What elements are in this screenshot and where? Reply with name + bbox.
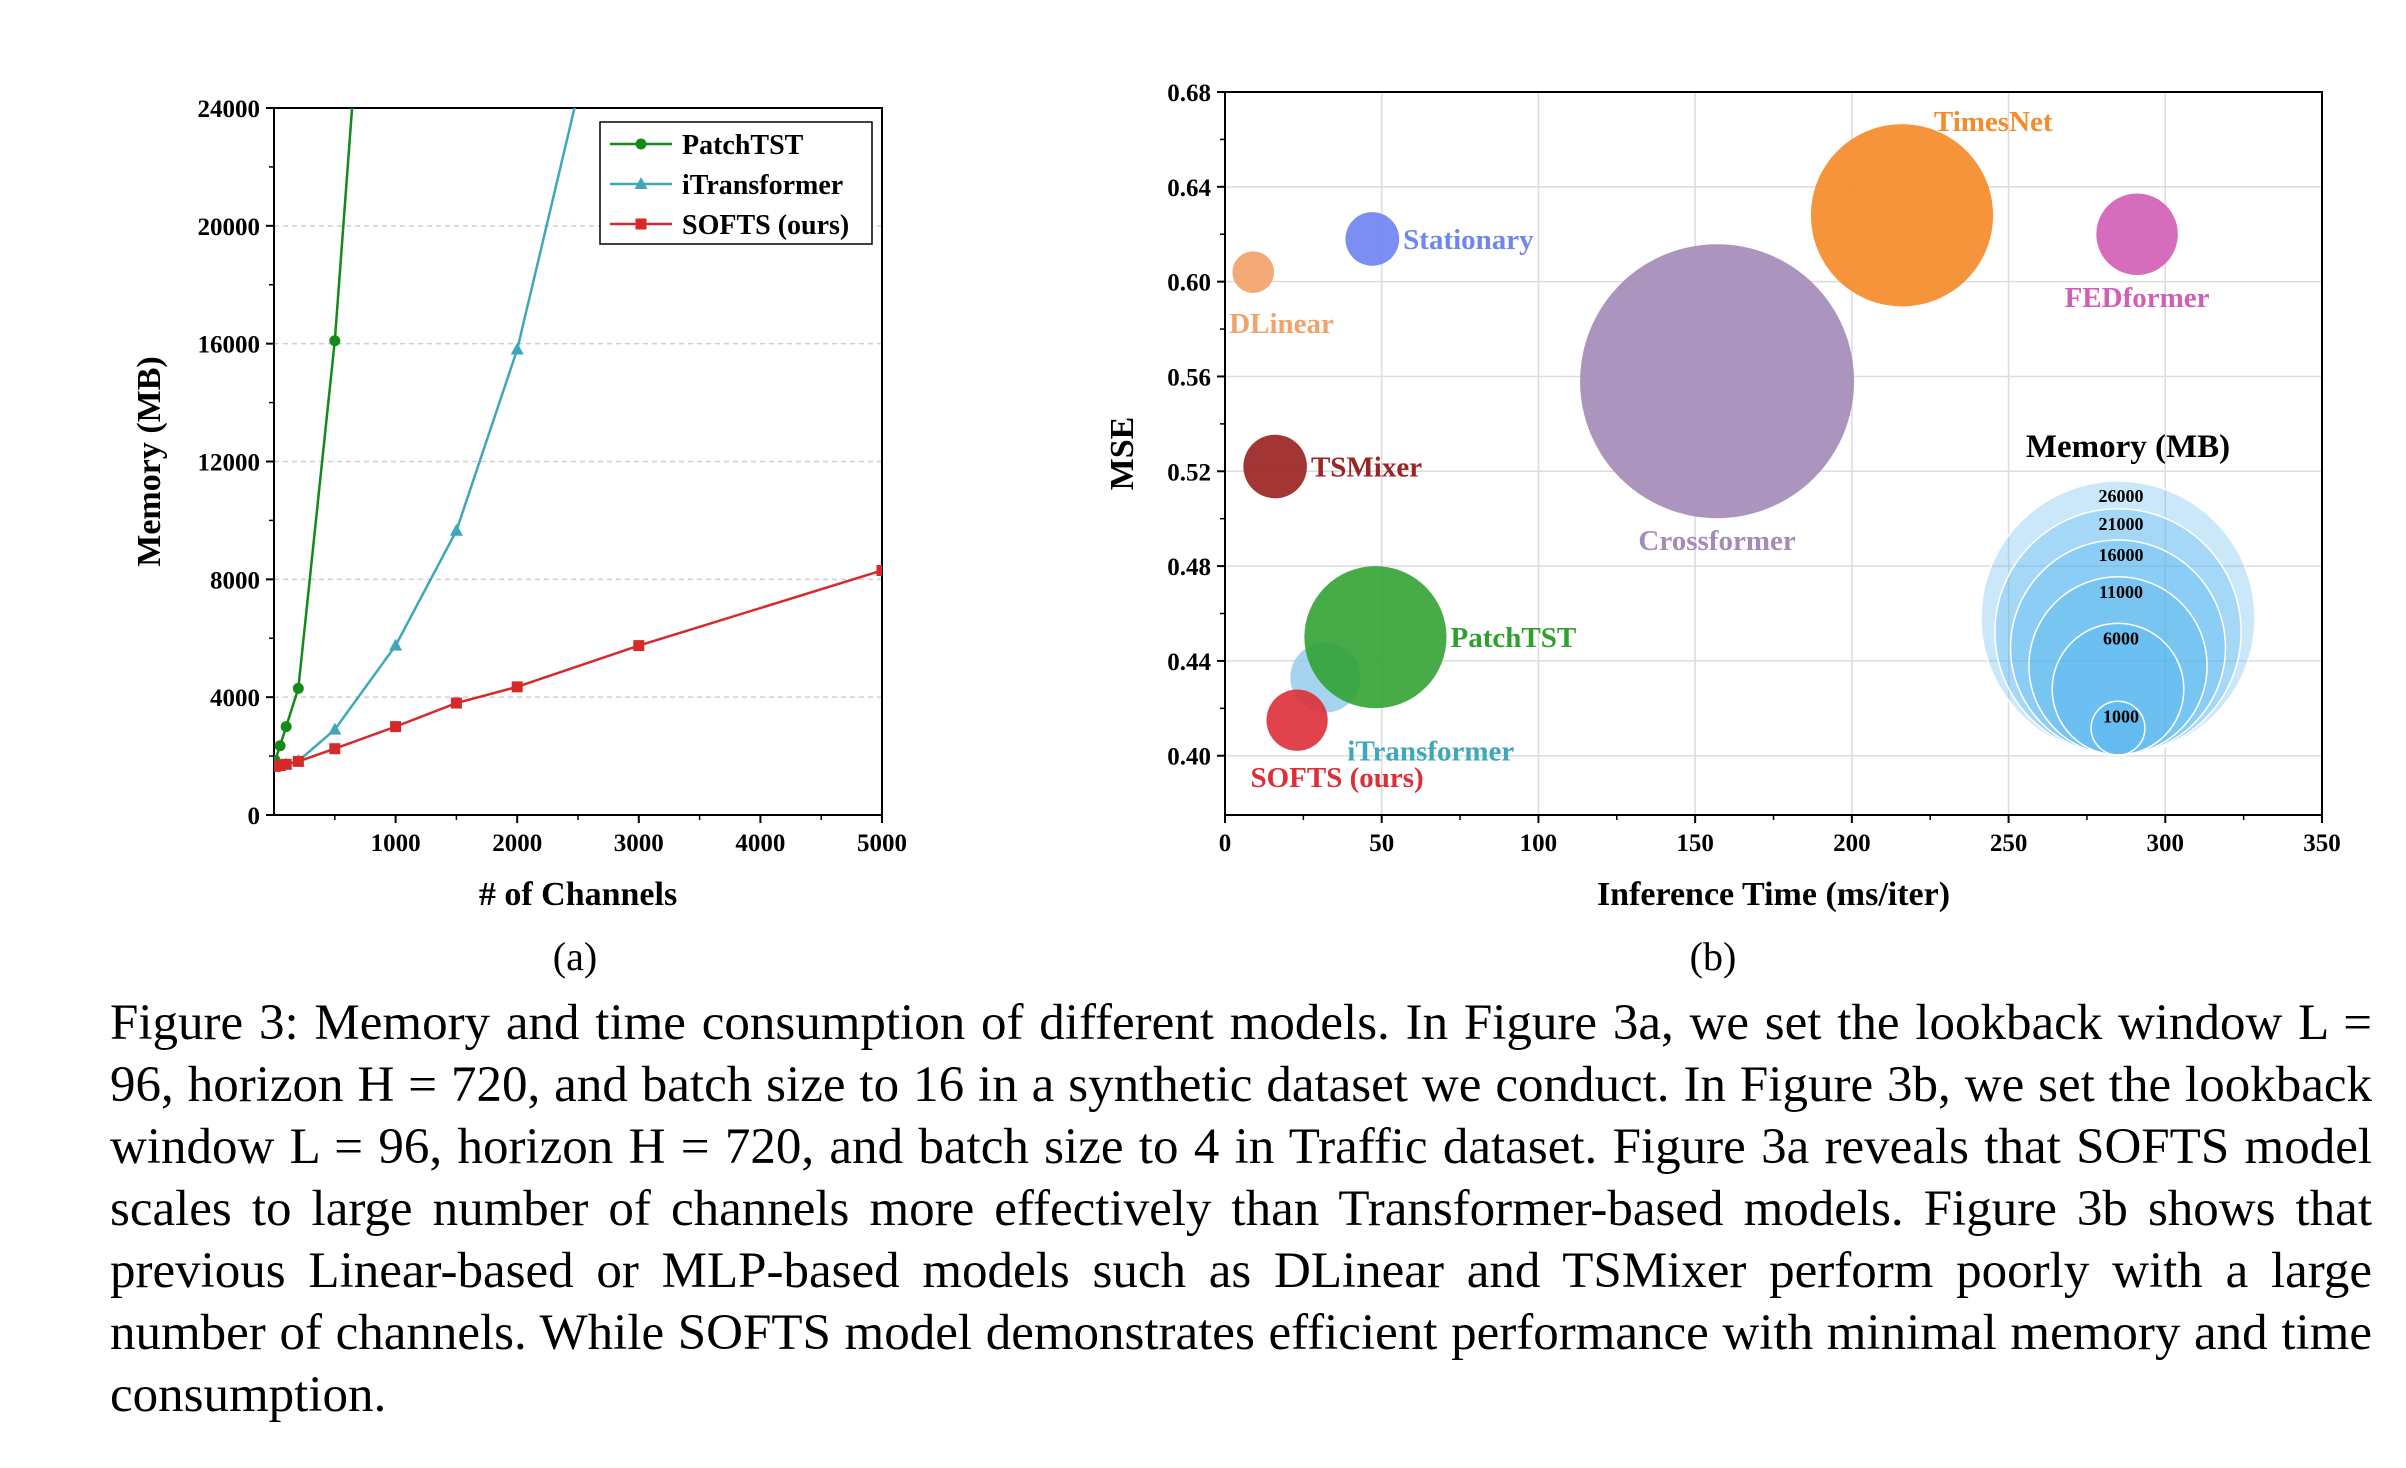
legend-label: iTransformer [682,170,843,201]
chart-a-ytick-label: 20000 [198,214,261,241]
data-point [510,342,524,355]
chart-b-xtick-label: 350 [2303,830,2341,857]
chart-b-ytick-label: 0.44 [1167,649,1211,676]
data-point [511,681,523,693]
legend-marker [635,138,647,150]
bubble-label: FEDformer [2065,282,2210,314]
chart-a-xtick-label: 5000 [857,830,907,857]
bubble-label: SOFTS (ours) [1250,762,1423,794]
chart-a-sublabel: (a) [553,934,597,979]
series-line-itransformer [274,108,576,768]
bubble-crossformer [1580,244,1855,519]
chart-b-ytick-label: 0.64 [1167,175,1211,202]
chart-a-ytick-label: 4000 [210,685,260,712]
data-point [328,722,342,735]
caption-paragraph: Figure 3: Memory and time consumption of… [110,995,2372,1423]
bubble-fedformer [2096,193,2178,275]
data-point [274,740,286,752]
bubble-label: TSMixer [1311,452,1422,484]
data-point [292,755,304,767]
bubble-softs-ours- [1266,689,1328,751]
bubble-timesnet [1810,124,1994,307]
memory-legend-label: 1000 [2103,706,2139,726]
chart-a-xtick-label: 1000 [371,830,421,857]
bubble-patchtst [1304,566,1447,709]
chart-b-ytick-label: 0.56 [1167,364,1211,391]
memory-legend-circle [2090,700,2146,756]
chart-a-xlabel: # of Channels [479,876,677,913]
chart-a-memory-vs-channels: 0 4000 8000 12000 16000 20000 24000 1000 2000 300… [131,96,907,979]
series-line-patchtst [274,108,354,761]
chart-b-mse-vs-inference-time: DLinear Stationary TSMixer Crossformer Times… [1104,80,2341,979]
chart-b-ylabel: MSE [1104,417,1141,491]
chart-a-ytick-label: 24000 [198,96,261,123]
chart-a-ylabel: Memory (MB) [131,356,168,567]
data-point [292,682,304,694]
chart-a-series-group [274,108,882,772]
data-point [449,523,463,536]
data-point [876,564,882,576]
data-point [450,697,462,709]
bubble-tsmixer [1243,434,1307,499]
memory-legend-label: 16000 [2099,545,2144,565]
data-point [633,640,645,652]
chart-a-xtick-label: 2000 [492,830,542,857]
chart-b-xtick-label: 300 [2147,830,2185,857]
figure-caption: Figure 3: Memory and time consumption of… [110,992,2372,1426]
chart-b-sublabel: (b) [1690,934,1737,979]
chart-b-ytick-label: 0.60 [1167,270,1211,297]
data-point [280,758,292,770]
chart-b-bubbles [1232,124,2178,751]
chart-b-ytick-label: 0.48 [1167,554,1211,581]
chart-b-xtick-label: 150 [1676,830,1714,857]
legend-marker [634,177,648,189]
chart-b-xtick-label: 100 [1520,830,1558,857]
data-point [390,721,402,733]
chart-a-ytick-label: 16000 [198,332,261,359]
bubble-label: Stationary [1403,224,1534,256]
memory-legend-label: 6000 [2103,628,2139,648]
series-line-softs-ours- [274,569,882,768]
chart-a-xtick-label: 4000 [735,830,785,857]
chart-b-xtick-label: 50 [1369,830,1394,857]
chart-b-xtick-label: 200 [1833,830,1871,857]
chart-b-xtick-label: 250 [1990,830,2028,857]
memory-legend-label: 26000 [2099,486,2144,506]
memory-legend-title: Memory (MB) [2026,429,2230,465]
data-point [389,638,403,651]
data-point [329,743,341,755]
chart-a-ytick-label: 8000 [210,567,260,594]
memory-legend-label: 21000 [2099,514,2144,534]
data-point [329,335,341,347]
legend-marker [635,218,647,230]
bubble-label: DLinear [1229,308,1334,340]
chart-a-ytick-label: 0 [248,803,261,830]
bubble-label: iTransformer [1347,736,1514,768]
chart-b-ytick-label: 0.52 [1167,459,1211,486]
bubble-label: Crossformer [1638,525,1795,557]
data-point [274,760,286,772]
chart-a-ytick-label: 12000 [198,450,261,477]
legend-label: SOFTS (ours) [682,210,849,241]
chart-b-xtick-label: 0 [1219,830,1232,857]
chart-b-xlabel: Inference Time (ms/iter) [1597,876,1950,913]
bubble-label: PatchTST [1451,622,1577,654]
bubble-dlinear [1232,251,1275,293]
chart-a-xtick-label: 3000 [614,830,664,857]
chart-b-ytick-label: 0.68 [1167,80,1211,107]
legend-label: PatchTST [682,130,804,161]
data-point [280,721,292,733]
bubble-label: TimesNet [1934,106,2053,138]
bubble-stationary [1345,212,1400,266]
memory-legend-label: 11000 [2099,582,2143,602]
chart-b-ytick-label: 0.40 [1167,744,1211,771]
